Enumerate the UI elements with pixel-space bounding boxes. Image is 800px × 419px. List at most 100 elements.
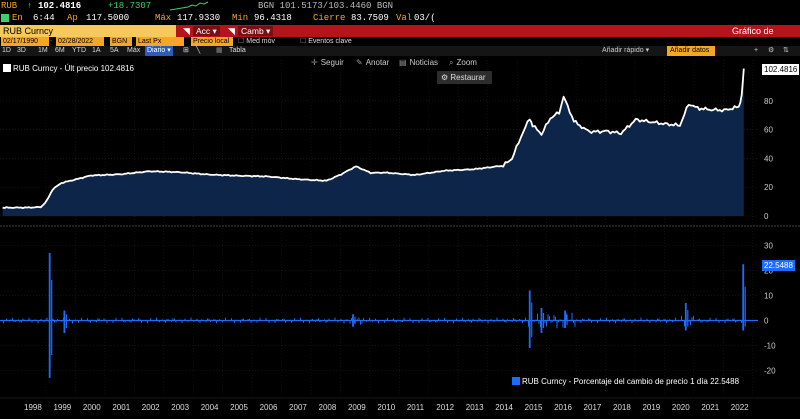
magnifier-icon: ⌕: [449, 58, 454, 67]
period-1m[interactable]: 1M: [38, 47, 48, 54]
last-price-tag: 102.4816: [762, 64, 800, 75]
period-max[interactable]: Máx: [127, 47, 141, 54]
x-tick-label: 2010: [377, 403, 395, 412]
header-bar: RUB Curncy ◥ Acc ▾ ◥ Camb ▾ Gráfico de l…: [0, 25, 800, 48]
expand-icon[interactable]: ⇅: [783, 47, 789, 54]
restore-button[interactable]: ⚙ Restaurar: [437, 71, 492, 84]
moving-avg-toggle[interactable]: ☐ Med móv: [238, 38, 276, 45]
price-type-field[interactable]: Precio local: [191, 37, 233, 46]
price-area: [2, 68, 744, 216]
legend-swatch-white: [3, 64, 11, 72]
x-tick-label: 1999: [53, 403, 71, 412]
last-price: 102.4816: [38, 1, 82, 11]
time-value: 6:44: [33, 13, 55, 23]
time-label: En: [12, 13, 23, 23]
period-3d[interactable]: 3D: [17, 47, 26, 54]
price-change: +18.7307: [108, 1, 152, 11]
y-tick-label-top: 60: [764, 126, 773, 135]
close-label: Cierre: [313, 13, 346, 23]
bottom-legend: RUB Curncy - Porcentaje del cambio de pr…: [512, 377, 739, 386]
x-tick-label: 2016: [554, 403, 572, 412]
news-button[interactable]: ▤ Noticias: [399, 58, 439, 67]
key-events-toggle[interactable]: ☐ Eventos clave: [300, 38, 352, 45]
up-arrow-icon: ↑: [27, 1, 33, 11]
checkbox-icon: ☐: [238, 38, 245, 45]
x-tick-label: 2000: [83, 403, 101, 412]
legend-swatch-blue: [512, 377, 520, 385]
x-tick-label: 2001: [112, 403, 130, 412]
add-data-button[interactable]: Añadir datos: [667, 46, 715, 56]
y-tick-label-top: 40: [764, 154, 773, 163]
legend-top-value: 102.4816: [100, 64, 134, 73]
x-tick-label: 2011: [407, 403, 425, 412]
draw-tool-icon[interactable]: ⊞: [183, 47, 189, 54]
x-tick-label: 2004: [201, 403, 219, 412]
end-date-field[interactable]: 02/28/2022: [56, 37, 104, 46]
params-row: 02/17/1990 - 02/28/2022 BGN Last Px Prec…: [0, 37, 800, 46]
top-legend: RUB Curncy - Últ precio 102.4816: [3, 64, 134, 73]
change-noise: [1, 312, 744, 329]
security-field[interactable]: RUB Curncy: [0, 25, 176, 37]
y-tick-label-top: 0: [764, 212, 769, 221]
x-tick-label: 2017: [584, 403, 602, 412]
grid-tool-icon[interactable]: ▦: [216, 47, 223, 54]
open-value: 117.5000: [86, 13, 130, 23]
y-tick-label-top: 20: [764, 183, 773, 192]
legend-bottom-label: RUB Curncy - Porcentaje del cambio de pr…: [522, 377, 708, 386]
ticker-row-1: RUB ↑ 102.4816 +18.7307 BGN 101.5173/103…: [0, 0, 800, 12]
x-tick-label: 2018: [613, 403, 631, 412]
low-label: Mín: [232, 13, 249, 23]
actions-menu[interactable]: Acc ▾: [193, 26, 220, 36]
edit-icon: ◥: [228, 26, 235, 36]
news-icon: ▤: [399, 58, 407, 67]
period-6m[interactable]: 6M: [55, 47, 65, 54]
x-tick-label: 2019: [642, 403, 660, 412]
follow-button[interactable]: ✛ Seguir: [311, 58, 344, 67]
field-selector[interactable]: Last Px: [136, 37, 184, 46]
edit-menu[interactable]: Camb ▾: [238, 26, 274, 36]
x-tick-label: 2003: [171, 403, 189, 412]
period-ytd[interactable]: YTD: [72, 47, 86, 54]
currency-field[interactable]: BGN: [110, 37, 132, 46]
legend-top-label: RUB Curncy - Últ precio: [13, 64, 99, 73]
x-tick-label: 2013: [466, 403, 484, 412]
ticker-row-2: En 6:44 Ap 117.5000 Máx 117.9330 Mín 96.…: [0, 12, 800, 24]
x-tick-label: 2005: [230, 403, 248, 412]
y-tick-label-bottom: -20: [764, 367, 776, 376]
period-bar: 1D 3D 1M 6M YTD 1A 5A Máx Diario ▾ ⊞ ╲ ▦…: [0, 46, 800, 56]
x-tick-label: 1998: [24, 403, 42, 412]
checkbox-icon: ☐: [300, 38, 307, 45]
restore-icon: ⚙: [441, 73, 449, 82]
x-tick-label: 2012: [436, 403, 454, 412]
change-value-tag: 22.5488: [762, 260, 795, 271]
x-tick-label: 2020: [672, 403, 690, 412]
legend-bottom-value: 22.5488: [710, 377, 740, 386]
x-tick-label: 2008: [319, 403, 337, 412]
chart-canvas[interactable]: 0 20 40 60 80 -20 -10 0 10 20 30 1998 1999 2000 2001 20…: [0, 56, 800, 419]
y-tick-label-bottom: 0: [764, 317, 769, 326]
dash-separator: -: [50, 38, 53, 45]
y-tick-label-bottom: 10: [764, 292, 773, 301]
frequency-daily[interactable]: Diario ▾: [145, 46, 173, 56]
vol-label: Val: [396, 13, 413, 23]
add-button[interactable]: +: [754, 47, 759, 54]
settings-icon[interactable]: ⚙: [768, 47, 775, 54]
quick-add-button[interactable]: Añadir rápido ▾: [602, 47, 650, 54]
price-line: [2, 68, 745, 209]
table-tab[interactable]: Tabla: [229, 47, 246, 54]
x-tick-label: 2015: [525, 403, 543, 412]
period-5y[interactable]: 5A: [110, 47, 119, 54]
status-square-icon: [1, 14, 9, 22]
y-tick-label-top: 80: [764, 97, 773, 106]
period-1d[interactable]: 1D: [2, 47, 11, 54]
period-1y[interactable]: 1A: [92, 47, 101, 54]
high-value: 117.9330: [177, 13, 221, 23]
pen-tool-icon[interactable]: ╲: [196, 47, 201, 54]
zoom-button[interactable]: ⌕ Zoom: [449, 58, 477, 67]
start-date-field[interactable]: 02/17/1990: [1, 37, 49, 46]
sparkline-icon: [170, 1, 209, 11]
annotate-button[interactable]: ✎ Anotar: [356, 58, 390, 67]
x-tick-label: 2022: [731, 403, 749, 412]
high-label: Máx: [155, 13, 172, 23]
x-tick-label: 2014: [495, 403, 513, 412]
